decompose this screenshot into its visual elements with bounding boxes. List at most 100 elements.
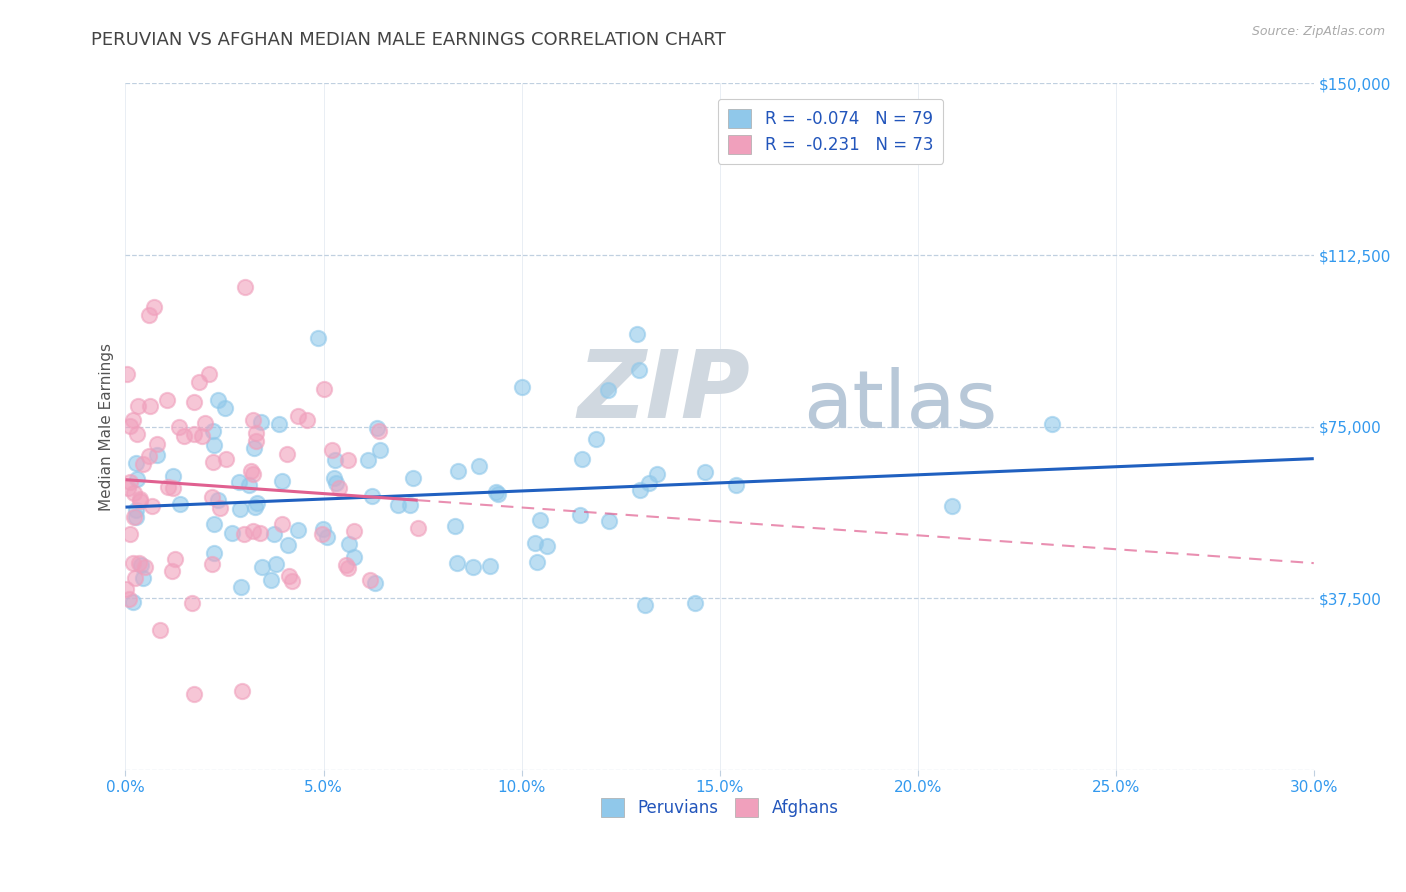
Point bbox=[263, 526, 285, 541]
Point bbox=[1042, 417, 1064, 431]
Point bbox=[510, 380, 533, 394]
Point bbox=[121, 595, 143, 609]
Point bbox=[138, 449, 160, 463]
Point bbox=[250, 560, 273, 574]
Point bbox=[146, 448, 169, 462]
Point bbox=[229, 502, 252, 516]
Point bbox=[128, 556, 150, 570]
Point bbox=[368, 442, 391, 457]
Point bbox=[229, 580, 252, 594]
Point bbox=[183, 395, 205, 409]
Point bbox=[485, 485, 508, 500]
Point bbox=[628, 483, 651, 498]
Point bbox=[124, 571, 146, 585]
Point bbox=[114, 582, 136, 596]
Point bbox=[121, 556, 143, 570]
Point bbox=[242, 524, 264, 538]
Point bbox=[207, 392, 229, 407]
Point bbox=[311, 527, 333, 541]
Point bbox=[486, 487, 509, 501]
Point bbox=[271, 517, 294, 532]
Point bbox=[243, 441, 266, 455]
Point bbox=[188, 375, 211, 389]
Point bbox=[169, 497, 191, 511]
Point bbox=[447, 464, 470, 478]
Point bbox=[138, 308, 160, 322]
Text: atlas: atlas bbox=[803, 368, 997, 445]
Point bbox=[249, 415, 271, 429]
Point bbox=[183, 687, 205, 701]
Point bbox=[231, 684, 253, 698]
Point bbox=[214, 401, 236, 416]
Text: ZIP: ZIP bbox=[576, 346, 749, 438]
Point bbox=[162, 469, 184, 483]
Point bbox=[335, 558, 357, 573]
Point bbox=[165, 551, 187, 566]
Point bbox=[143, 300, 166, 314]
Point bbox=[157, 479, 180, 493]
Point bbox=[468, 458, 491, 473]
Point bbox=[337, 537, 360, 551]
Point bbox=[246, 495, 269, 509]
Point bbox=[132, 571, 155, 585]
Point bbox=[167, 420, 190, 434]
Point bbox=[238, 478, 260, 492]
Point bbox=[214, 451, 236, 466]
Legend: Peruvians, Afghans: Peruvians, Afghans bbox=[593, 791, 845, 823]
Point bbox=[645, 467, 668, 482]
Point bbox=[124, 509, 146, 524]
Point bbox=[402, 471, 425, 485]
Point bbox=[367, 424, 389, 438]
Point bbox=[343, 550, 366, 565]
Point bbox=[585, 432, 607, 446]
Point bbox=[249, 525, 271, 540]
Point bbox=[240, 464, 263, 478]
Point bbox=[139, 399, 162, 413]
Point bbox=[478, 559, 501, 574]
Point bbox=[232, 527, 254, 541]
Point bbox=[312, 382, 335, 396]
Point bbox=[267, 417, 290, 431]
Point bbox=[125, 456, 148, 470]
Point bbox=[127, 399, 149, 413]
Point bbox=[627, 363, 650, 377]
Point bbox=[208, 500, 231, 515]
Point bbox=[343, 524, 366, 538]
Point bbox=[190, 428, 212, 442]
Point bbox=[129, 494, 152, 508]
Point bbox=[571, 452, 593, 467]
Point bbox=[125, 426, 148, 441]
Point bbox=[201, 424, 224, 438]
Point bbox=[242, 467, 264, 481]
Point bbox=[120, 419, 142, 434]
Point bbox=[125, 510, 148, 524]
Point bbox=[463, 559, 485, 574]
Point bbox=[160, 564, 183, 578]
Point bbox=[228, 475, 250, 489]
Point bbox=[202, 546, 225, 560]
Point bbox=[243, 500, 266, 514]
Point bbox=[328, 481, 350, 495]
Point bbox=[638, 476, 661, 491]
Point bbox=[311, 522, 333, 536]
Point bbox=[134, 560, 156, 574]
Point bbox=[173, 429, 195, 443]
Point bbox=[132, 457, 155, 471]
Point bbox=[156, 392, 179, 407]
Point bbox=[357, 453, 380, 467]
Point bbox=[596, 383, 619, 397]
Point bbox=[399, 498, 422, 512]
Point bbox=[598, 514, 620, 528]
Point bbox=[280, 574, 302, 588]
Point bbox=[202, 437, 225, 451]
Point bbox=[125, 472, 148, 486]
Point bbox=[201, 557, 224, 571]
Point bbox=[207, 493, 229, 508]
Point bbox=[183, 427, 205, 442]
Point bbox=[569, 508, 592, 522]
Point bbox=[277, 569, 299, 583]
Point bbox=[124, 486, 146, 500]
Point bbox=[270, 474, 292, 488]
Point bbox=[337, 561, 360, 575]
Point bbox=[122, 413, 145, 427]
